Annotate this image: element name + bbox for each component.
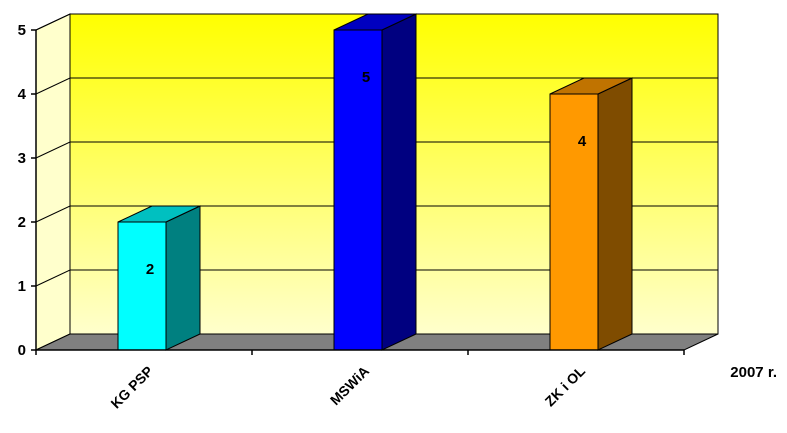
bar-side bbox=[165, 205, 201, 351]
axes bbox=[31, 29, 685, 355]
bar: 5 bbox=[333, 13, 417, 351]
bar-side bbox=[381, 13, 417, 351]
y-tick-label: 4 bbox=[18, 86, 27, 103]
y-tick-label: 0 bbox=[18, 342, 26, 359]
gridline bbox=[35, 269, 718, 287]
data-label: 5 bbox=[362, 69, 370, 86]
bar-front bbox=[333, 29, 383, 351]
y-tick-labels: 0 1 2 3 4 5 bbox=[18, 22, 27, 359]
x-category-label: MSWiA bbox=[327, 363, 372, 408]
y-tick-label: 3 bbox=[18, 150, 26, 167]
side-wall bbox=[35, 13, 71, 351]
x-category-labels: KG PSP MSWiA ZK i OL bbox=[107, 362, 588, 411]
data-label: 2 bbox=[146, 261, 154, 278]
y-tick-label: 2 bbox=[18, 214, 26, 231]
x-category-label: ZK i OL bbox=[542, 362, 589, 409]
data-label: 4 bbox=[578, 133, 587, 150]
bar: 2 bbox=[117, 205, 201, 351]
bar-side bbox=[597, 77, 633, 351]
bar: 4 bbox=[549, 77, 633, 351]
bar-front bbox=[117, 221, 167, 351]
bars: 2 5 4 bbox=[117, 13, 633, 351]
x-category-label: KG PSP bbox=[107, 363, 156, 412]
x-axis-label: 2007 r. bbox=[730, 364, 777, 381]
gridline bbox=[35, 141, 718, 159]
gridline bbox=[35, 13, 718, 31]
gridlines bbox=[35, 13, 718, 287]
bar-front bbox=[549, 93, 599, 351]
gridline bbox=[35, 205, 718, 223]
y-tick-label: 1 bbox=[18, 278, 26, 295]
gridline bbox=[35, 77, 718, 95]
y-tick-label: 5 bbox=[18, 22, 26, 39]
